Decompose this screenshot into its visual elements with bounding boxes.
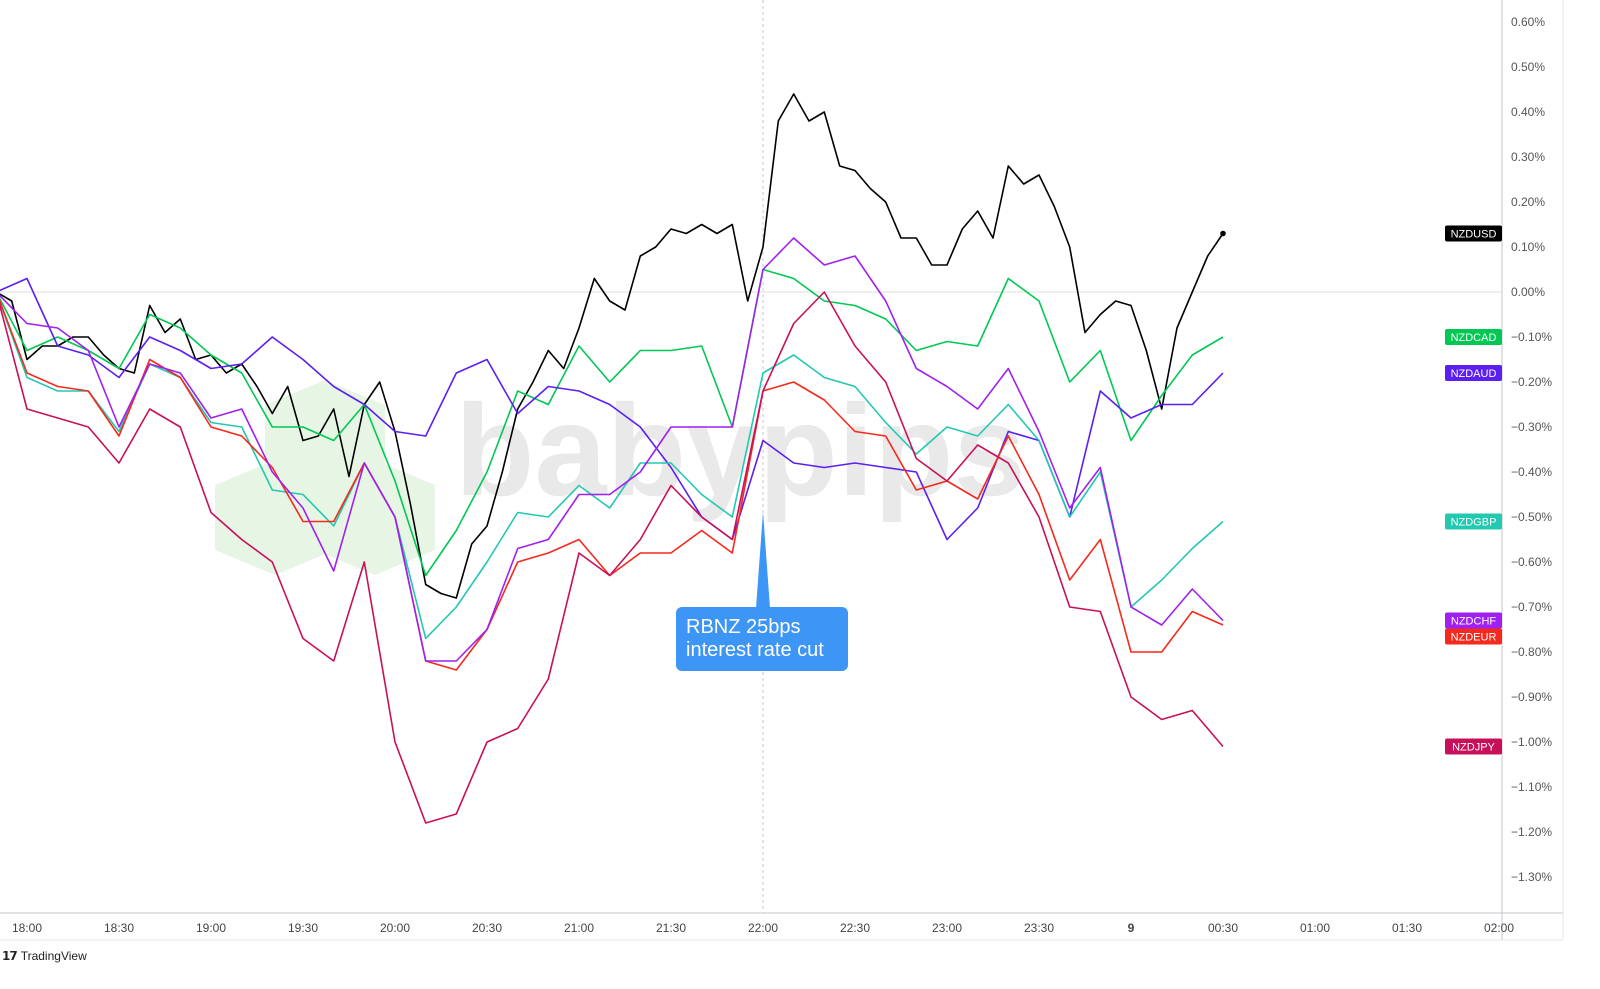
tradingview-logo-icon: 𝟭𝟳	[2, 949, 18, 963]
y-tick-label: −1.30%	[1511, 870, 1552, 884]
svg-text:NZDEUR: NZDEUR	[1451, 632, 1497, 644]
x-tick-label: 02:00	[1484, 921, 1514, 935]
series-line-nzdusd	[0, 93, 1224, 599]
svg-text:NZDJPY: NZDJPY	[1452, 742, 1495, 754]
series-tag-nzdeur: NZDEUR	[1445, 628, 1502, 645]
svg-text:NZDUSD: NZDUSD	[1451, 229, 1497, 241]
babypips-hexagon-logo	[215, 380, 435, 575]
x-tick-label: 23:00	[932, 921, 962, 935]
annotation-pointer	[756, 512, 770, 608]
y-tick-label: 0.20%	[1511, 195, 1545, 209]
y-tick-label: −1.20%	[1511, 825, 1552, 839]
y-tick-label: −0.70%	[1511, 600, 1552, 614]
babypips-watermark: babypips	[215, 377, 1026, 575]
series-line-nzdjpy	[0, 291, 1224, 824]
y-tick-label: −0.90%	[1511, 690, 1552, 704]
y-tick-label: −0.10%	[1511, 330, 1552, 344]
y-tick-label: −1.10%	[1511, 780, 1552, 794]
y-tick-label: 0.60%	[1511, 15, 1545, 29]
x-tick-label: 01:30	[1392, 921, 1422, 935]
x-tick-label: 23:30	[1024, 921, 1054, 935]
y-tick-label: 0.50%	[1511, 60, 1545, 74]
tradingview-footer[interactable]: 𝟭𝟳 TradingView	[2, 949, 87, 963]
series-tags: NZDUSD NZDCAD NZDAUD NZDGBP NZDCHF NZDEUR NZDJ…	[1445, 225, 1502, 755]
last-point-marker	[1220, 230, 1226, 237]
series-tag-nzdcad: NZDCAD	[1445, 329, 1502, 345]
x-tick-label: 22:00	[748, 921, 778, 935]
series-line-nzdaud	[0, 277, 1224, 541]
svg-text:NZDAUD: NZDAUD	[1451, 368, 1497, 380]
series-tag-nzdaud: NZDAUD	[1445, 365, 1502, 381]
x-tick-label: 18:30	[104, 921, 134, 935]
annotation-line-2: interest rate cut	[686, 639, 824, 661]
series-line-nzdcad	[0, 268, 1224, 577]
x-tick-label: 22:30	[840, 921, 870, 935]
x-tick-label: 20:30	[472, 921, 502, 935]
y-tick-label: −0.20%	[1511, 375, 1552, 389]
x-tick-label: 01:00	[1300, 921, 1330, 935]
svg-text:NZDCAD: NZDCAD	[1451, 332, 1497, 344]
x-tick-label: 21:30	[656, 921, 686, 935]
x-tick-label: 00:30	[1208, 921, 1238, 935]
annotation-callout: RBNZ 25bps interest rate cut	[676, 607, 848, 671]
y-tick-label: 0.30%	[1511, 150, 1545, 164]
y-tick-label: 0.00%	[1511, 285, 1545, 299]
x-tick-label: 9	[1128, 921, 1135, 935]
series-line-nzdgbp	[0, 299, 1224, 640]
svg-text:NZDCHF: NZDCHF	[1451, 616, 1496, 628]
x-axis-ticks: 18:00 18:30 19:00 19:30 20:00 20:30 21:00 21:30…	[12, 921, 1514, 935]
series-tag-nzdusd: NZDUSD	[1445, 225, 1502, 242]
x-tick-label: 19:30	[288, 921, 318, 935]
y-tick-label: −0.50%	[1511, 510, 1552, 524]
series-layer	[0, 93, 1226, 824]
x-tick-label: 20:00	[380, 921, 410, 935]
series-tag-nzdchf: NZDCHF	[1445, 612, 1502, 629]
tradingview-brand: TradingView	[20, 949, 87, 963]
series-line-nzdchf	[0, 237, 1224, 662]
y-axis-ticks: 0.60% 0.50% 0.40% 0.30% 0.20% 0.10% 0.00% −0.10…	[1511, 15, 1552, 884]
svg-text:NZDGBP: NZDGBP	[1451, 517, 1497, 529]
annotation-line-1: RBNZ 25bps	[686, 616, 801, 638]
x-tick-label: 19:00	[196, 921, 226, 935]
y-tick-label: 0.40%	[1511, 105, 1545, 119]
y-tick-label: −0.80%	[1511, 645, 1552, 659]
series-tag-nzdgbp: NZDGBP	[1445, 513, 1502, 530]
chart: babypips 0.60%0.50%0.40%0.30%0.20%0.10%0…	[0, 0, 1564, 941]
y-tick-label: −1.00%	[1511, 735, 1552, 749]
x-tick-label: 21:00	[564, 921, 594, 935]
y-tick-label: 0.10%	[1511, 240, 1545, 254]
x-tick-label: 18:00	[12, 921, 42, 935]
y-tick-label: −0.60%	[1511, 555, 1552, 569]
y-tick-label: −0.40%	[1511, 465, 1552, 479]
series-tag-nzdjpy: NZDJPY	[1445, 738, 1502, 755]
y-tick-label: −0.30%	[1511, 420, 1552, 434]
